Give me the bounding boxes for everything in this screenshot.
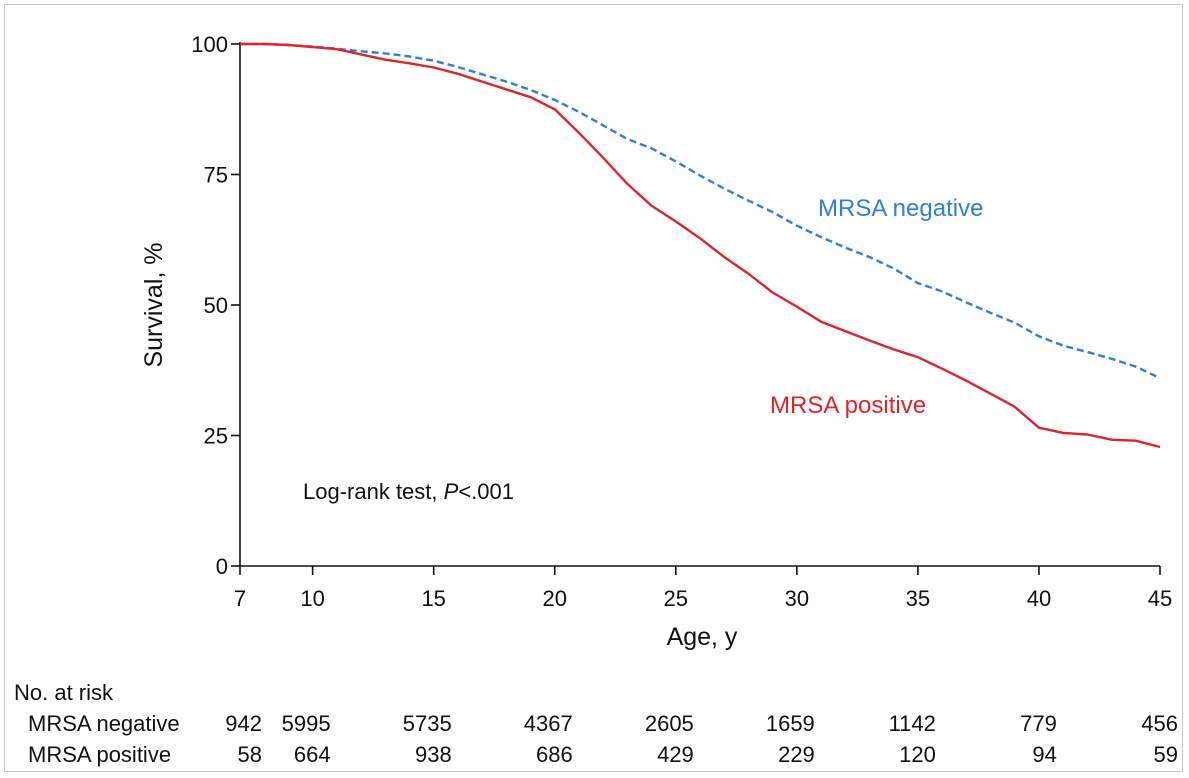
x-tick-label: 15 xyxy=(421,586,445,611)
y-tick-label: 75 xyxy=(204,163,228,188)
at-risk-value: 1659 xyxy=(766,711,815,736)
at-risk-value: 120 xyxy=(899,742,936,767)
at-risk-value: 2605 xyxy=(645,711,694,736)
at-risk-title: No. at risk xyxy=(14,680,114,705)
at-risk-value: 779 xyxy=(1020,711,1057,736)
x-tick-label: 25 xyxy=(664,586,688,611)
at-risk-table: No. at risk MRSA negative MRSA positive … xyxy=(14,680,1178,767)
y-tick-label: 50 xyxy=(204,293,228,318)
x-tick-label: 10 xyxy=(300,586,324,611)
at-risk-value: 686 xyxy=(536,742,573,767)
x-tick-label: 40 xyxy=(1027,586,1051,611)
x-tick-label: 45 xyxy=(1148,586,1172,611)
at-risk-value: 429 xyxy=(657,742,694,767)
series-label-mrsa-positive: MRSA positive xyxy=(770,392,926,419)
at-risk-value: 456 xyxy=(1141,711,1178,736)
at-risk-value: 229 xyxy=(778,742,815,767)
at-risk-value: 942 xyxy=(225,711,262,736)
series-line-mrsa-negative xyxy=(240,42,1161,380)
at-risk-value: 94 xyxy=(1032,742,1056,767)
at-risk-value: 58 xyxy=(238,742,262,767)
axes: 0 25 50 75 100 7 10 15 20 25 30 35 40 45 xyxy=(191,32,1172,611)
at-risk-value: 5995 xyxy=(282,711,331,736)
y-tick-label: 0 xyxy=(216,554,228,579)
at-risk-row-label-mrsa-positive: MRSA positive xyxy=(28,742,171,767)
series-label-mrsa-negative: MRSA negative xyxy=(818,195,983,222)
at-risk-value: 4367 xyxy=(524,711,573,736)
x-tick-label: 30 xyxy=(785,586,809,611)
log-rank-annotation: Log-rank test, P<.001 xyxy=(303,479,514,504)
y-axis-title: Survival, % xyxy=(140,242,168,367)
at-risk-value: 1142 xyxy=(889,711,936,736)
x-axis-title: Age, y xyxy=(667,623,738,651)
at-risk-row-label-mrsa-negative: MRSA negative xyxy=(28,711,180,736)
figure-frame xyxy=(4,4,1183,772)
at-risk-value: 938 xyxy=(415,742,452,767)
series-line-mrsa-positive xyxy=(240,42,1161,449)
at-risk-value: 664 xyxy=(294,742,331,767)
series-lines xyxy=(240,42,1161,449)
at-risk-value: 59 xyxy=(1154,742,1178,767)
at-risk-value: 5735 xyxy=(403,711,452,736)
x-tick-label: 20 xyxy=(542,586,566,611)
x-tick-label: 7 xyxy=(234,586,246,611)
x-tick-label: 35 xyxy=(906,586,930,611)
y-tick-label: 25 xyxy=(204,424,228,449)
y-tick-label: 100 xyxy=(191,32,228,57)
